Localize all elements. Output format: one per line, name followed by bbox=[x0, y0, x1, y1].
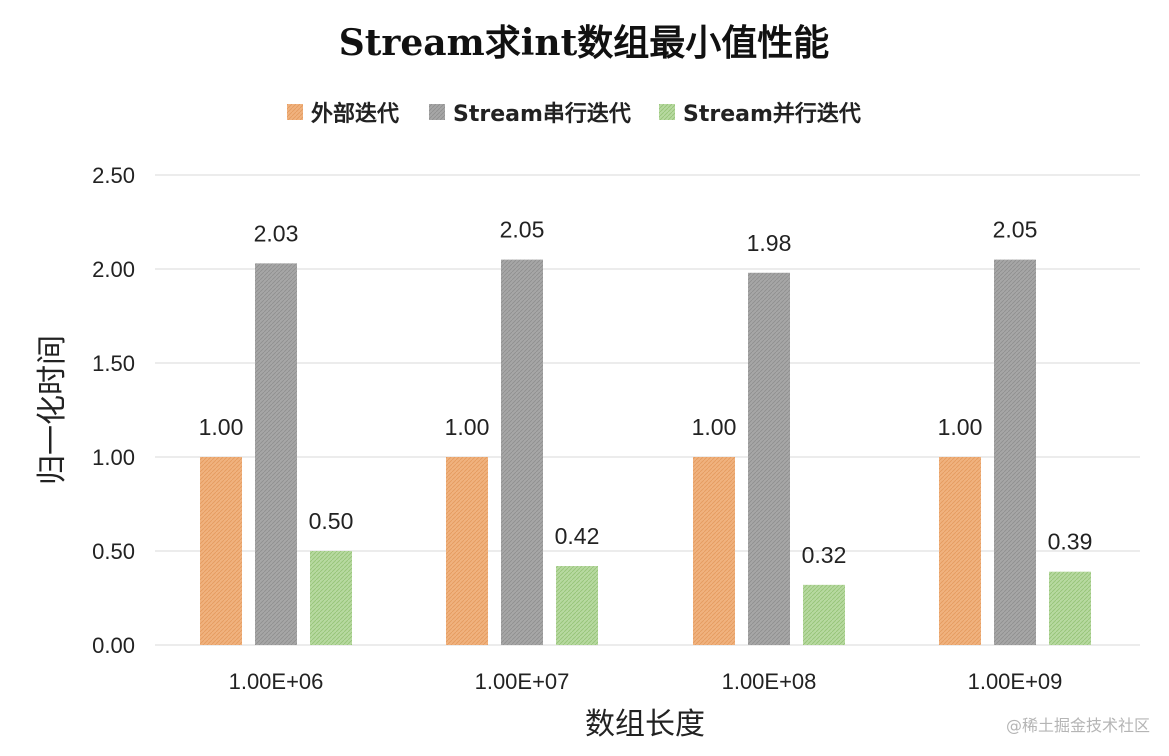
y-axis-title: 归一化时间 bbox=[35, 335, 70, 485]
legend-swatch bbox=[429, 104, 445, 120]
bar-2-1 bbox=[255, 263, 297, 645]
watermark: @稀土掘金技术社区 bbox=[1006, 716, 1150, 735]
y-tick-label: 1.50 bbox=[92, 351, 135, 376]
chart-title: Stream求int数组最小值性能 bbox=[339, 22, 829, 64]
y-tick-label: 2.50 bbox=[92, 163, 135, 188]
data-label: 0.50 bbox=[309, 508, 354, 534]
legend-swatch bbox=[287, 104, 303, 120]
legend: 外部迭代 Stream串行迭代 Stream并行迭代 bbox=[287, 101, 861, 127]
bar-1-1 bbox=[200, 457, 242, 645]
data-label: 1.98 bbox=[747, 230, 792, 256]
gridlines bbox=[155, 174, 1140, 646]
bars bbox=[200, 259, 1091, 645]
data-label: 2.05 bbox=[500, 217, 545, 243]
bar-2-4 bbox=[994, 259, 1036, 645]
data-label: 2.03 bbox=[254, 220, 299, 246]
x-tick-label: 1.00E+09 bbox=[968, 669, 1063, 694]
bar-1-2 bbox=[446, 457, 488, 645]
y-tick-label: 2.00 bbox=[92, 257, 135, 282]
bar-3-3 bbox=[803, 584, 845, 645]
legend-label: Stream并行迭代 bbox=[683, 101, 861, 127]
y-axis-ticks: 0.00 0.50 1.00 1.50 2.00 2.50 bbox=[92, 163, 135, 658]
bar-3-1 bbox=[310, 551, 352, 645]
x-axis-title: 数组长度 bbox=[585, 707, 705, 742]
y-tick-label: 1.00 bbox=[92, 445, 135, 470]
data-label: 0.32 bbox=[802, 542, 847, 568]
data-label: 1.00 bbox=[938, 414, 983, 440]
x-tick-label: 1.00E+08 bbox=[722, 669, 817, 694]
data-label: 2.05 bbox=[993, 217, 1038, 243]
data-label: 0.39 bbox=[1048, 529, 1093, 555]
bar-1-4 bbox=[939, 457, 981, 645]
legend-label: Stream串行迭代 bbox=[453, 101, 631, 127]
bar-2-2 bbox=[501, 259, 543, 645]
data-label: 1.00 bbox=[692, 414, 737, 440]
data-label: 0.42 bbox=[555, 523, 600, 549]
data-label: 1.00 bbox=[199, 414, 244, 440]
x-tick-label: 1.00E+06 bbox=[229, 669, 324, 694]
x-tick-label: 1.00E+07 bbox=[475, 669, 570, 694]
data-labels: 1.00 2.03 0.50 1.00 2.05 0.42 1.00 1.98 0.32 1.00… bbox=[199, 217, 1093, 568]
bar-3-2 bbox=[556, 566, 598, 645]
x-axis-ticks: 1.00E+06 1.00E+07 1.00E+08 1.00E+09 bbox=[229, 669, 1063, 694]
legend-swatch bbox=[659, 104, 675, 120]
bar-2-3 bbox=[748, 272, 790, 645]
y-tick-label: 0.00 bbox=[92, 633, 135, 658]
y-tick-label: 0.50 bbox=[92, 539, 135, 564]
bar-3-4 bbox=[1049, 571, 1091, 645]
bar-1-3 bbox=[693, 457, 735, 645]
data-label: 1.00 bbox=[445, 414, 490, 440]
legend-label: 外部迭代 bbox=[311, 101, 399, 127]
